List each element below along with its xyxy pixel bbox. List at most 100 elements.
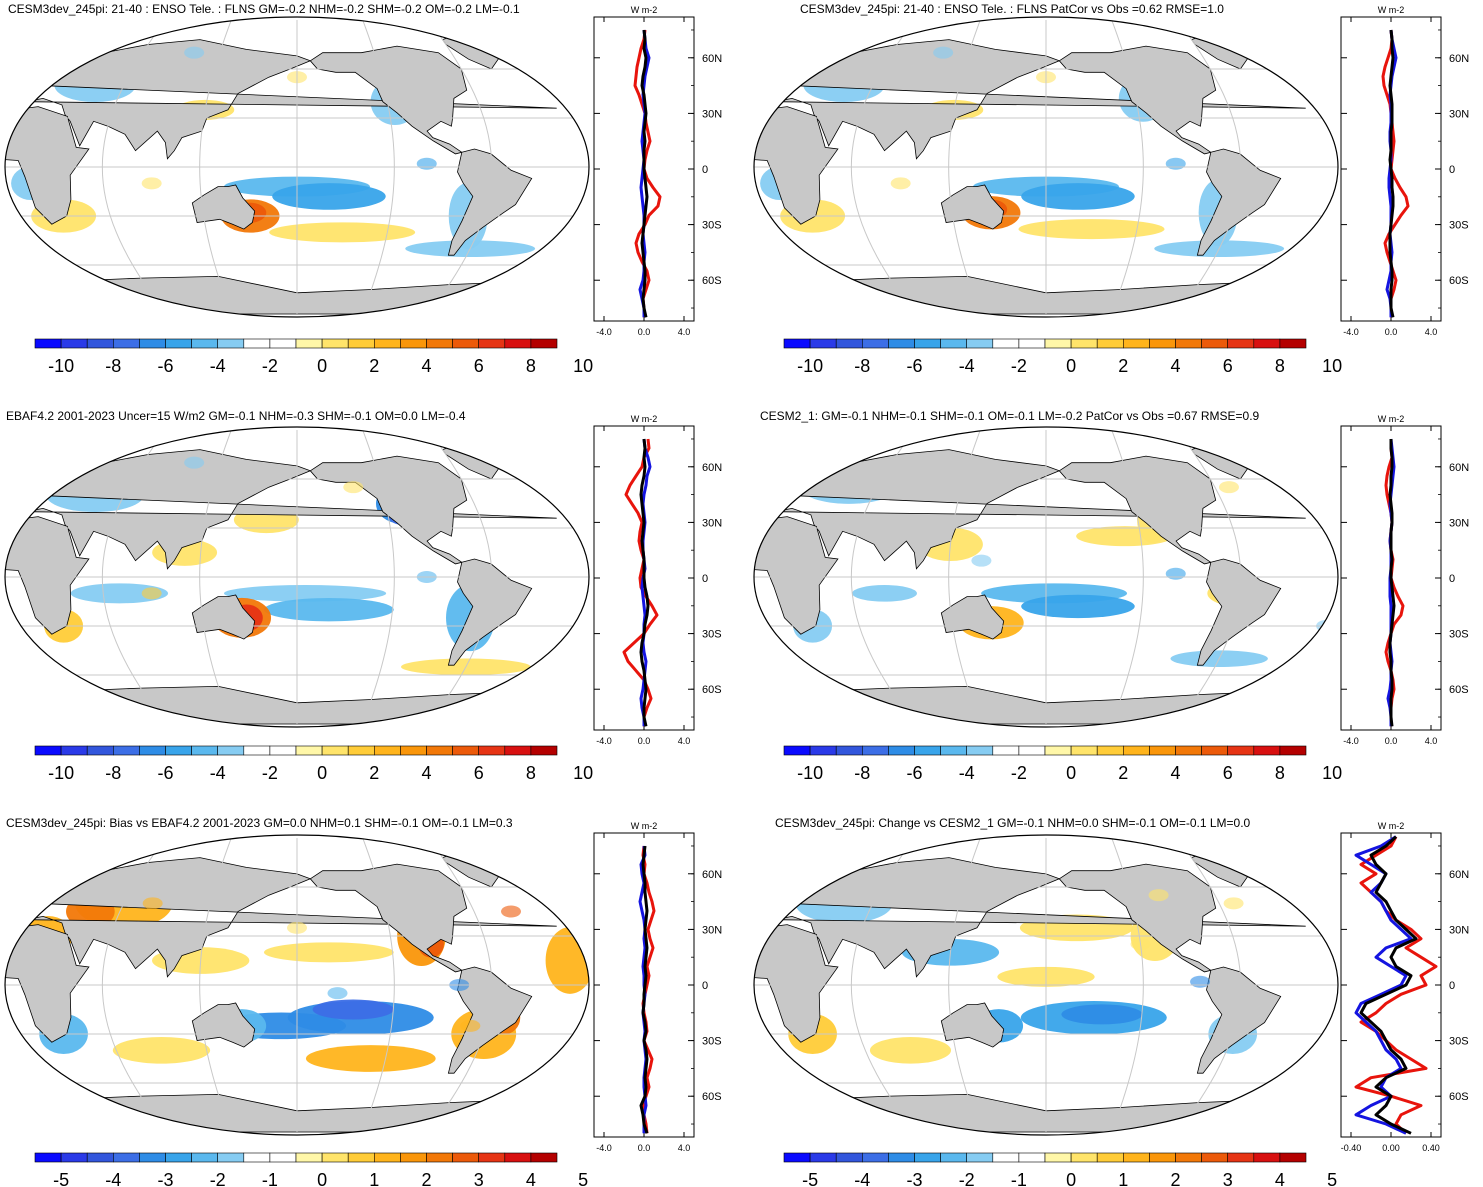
colorbar-segment — [426, 1152, 453, 1163]
colorbar-label: -1 — [262, 1170, 278, 1187]
colorbar-label: 4 — [1275, 1170, 1285, 1187]
colorbar-segment — [243, 1152, 271, 1163]
colorbar-segment — [530, 745, 558, 756]
colorbar-segment — [165, 1152, 192, 1163]
colorbar-segment — [243, 745, 271, 756]
map-panel-5 — [4, 834, 590, 1136]
colorbar-segment — [940, 338, 967, 349]
colorbar-segment — [783, 1152, 811, 1163]
colorbar-segment — [1044, 1152, 1072, 1163]
colorbar-label: -10 — [48, 763, 74, 783]
colorbar-panel-1: -10 -8 -6 -4 -2 0 2 4 6 8 10 — [34, 338, 593, 376]
colorbar-segment — [373, 745, 401, 756]
colorbar-segment — [347, 745, 375, 756]
colorbar-segment — [321, 338, 349, 349]
colorbar-label: 2 — [421, 1170, 431, 1187]
colorbar-segment — [888, 1152, 915, 1163]
land-samerica — [447, 966, 533, 1074]
colorbar-label: -2 — [262, 763, 278, 783]
colorbar-panel-5: -5 -4 -3 -2 -1 0 1 2 3 4 5 — [34, 1152, 588, 1187]
graticule-lon — [199, 837, 232, 1133]
graticule-lon — [850, 837, 915, 1133]
land-anomaly-patch — [142, 897, 163, 910]
colorbar-segment — [835, 745, 863, 756]
colorbar-label: -1 — [1011, 1170, 1027, 1187]
profile-line-red — [1354, 835, 1438, 1135]
graticule-lon — [199, 19, 232, 315]
panel-4-title: CESM2_1: GM=-0.1 NHM=-0.1 SHM=-0.1 OM=-0… — [760, 409, 1260, 423]
land-anomaly-patch — [1190, 975, 1211, 988]
colorbar-segment — [269, 745, 297, 756]
graticule-lon — [1111, 19, 1144, 315]
profile-x-label: -4.0 — [1343, 736, 1359, 746]
colorbar-segment — [426, 745, 453, 756]
profile-unit-label: W m-2 — [1378, 821, 1405, 831]
land-anomaly-patch — [1218, 481, 1239, 494]
map-border — [753, 426, 1339, 728]
colorbar-label: 2 — [1118, 356, 1128, 376]
zonal-profile-panel-4: 60N 30N 0 30S 60S -4.0 0.0 4.0 W m-2 — [1340, 414, 1469, 746]
graticule-lon — [101, 19, 166, 315]
colorbar-segment — [992, 338, 1020, 349]
colorbar-label: -5 — [53, 1170, 69, 1187]
colorbar-segment — [400, 1152, 427, 1163]
profile-unit-label: W m-2 — [1378, 5, 1405, 15]
colorbar-segment — [1279, 338, 1307, 349]
colorbar-segment — [86, 745, 114, 756]
colorbar-panel-4: -10 -8 -6 -4 -2 0 2 4 6 8 10 — [783, 745, 1342, 783]
colorbar-label: 6 — [1223, 356, 1233, 376]
colorbar-label: 8 — [526, 763, 536, 783]
colorbar-segment — [992, 745, 1020, 756]
graticule-lon — [948, 429, 981, 725]
profile-x-label: -4.0 — [596, 327, 612, 337]
profile-x-label: 4.0 — [678, 736, 691, 746]
zonal-profile-panel-2: 60N 30N 0 30S 60S -4.0 0.0 4.0 W m-2 — [1340, 5, 1469, 337]
anomaly-patch — [545, 927, 589, 994]
colorbar-label: 0 — [1066, 356, 1076, 376]
land-samerica — [1196, 558, 1282, 666]
map-border — [4, 426, 590, 728]
colorbar-label: 3 — [1223, 1170, 1233, 1187]
colorbar-segment — [347, 1152, 375, 1163]
colorbar-segment — [139, 1152, 166, 1163]
profile-x-label: -4.0 — [596, 1143, 612, 1153]
profile-line-black — [640, 29, 649, 318]
profile-lat-label: 30S — [1449, 220, 1469, 232]
colorbar-label: -4 — [959, 763, 975, 783]
colorbar-label: 4 — [1170, 356, 1180, 376]
colorbar-label: 6 — [1223, 763, 1233, 783]
colorbar-segment — [992, 1152, 1020, 1163]
colorbar-segment — [191, 338, 219, 349]
colorbar-segment — [1175, 745, 1202, 756]
colorbar-segment — [295, 745, 323, 756]
colorbar-label: -8 — [105, 763, 121, 783]
land-australia — [940, 594, 1005, 640]
colorbar-segment — [1279, 745, 1307, 756]
graticule-lon — [850, 19, 915, 315]
colorbar-segment — [861, 1152, 889, 1163]
land-australia — [191, 184, 256, 230]
colorbar-segment — [1175, 1152, 1202, 1163]
panel-1-title: CESM3dev_245pi: 21-40 : ENSO Tele. : FLN… — [8, 2, 520, 16]
anomaly-patch — [263, 942, 394, 963]
profile-lat-label: 60S — [1449, 1091, 1469, 1103]
profile-lat-label: 60N — [702, 53, 722, 65]
colorbar-segment — [321, 1152, 349, 1163]
colorbar-label: -4 — [854, 1170, 870, 1187]
colorbar-label: -10 — [48, 356, 74, 376]
colorbar-segment — [504, 338, 532, 349]
colorbar-segment — [1279, 1152, 1307, 1163]
profile-line-black — [1388, 29, 1395, 318]
land-anomaly-patch — [327, 987, 348, 1000]
profile-lat-label: 30S — [702, 629, 722, 641]
profile-lat-label: 60S — [702, 275, 722, 287]
colorbar-label: 1 — [1118, 1170, 1128, 1187]
profile-line-black — [639, 845, 649, 1134]
colorbar-label: -8 — [854, 356, 870, 376]
profile-unit-label: W m-2 — [631, 414, 658, 424]
anomaly-patch — [305, 1045, 436, 1072]
profile-lat-label: 60N — [1449, 869, 1469, 881]
colorbar-label: 2 — [369, 356, 379, 376]
colorbar-segment — [1149, 338, 1176, 349]
colorbar-segment — [1149, 1152, 1176, 1163]
